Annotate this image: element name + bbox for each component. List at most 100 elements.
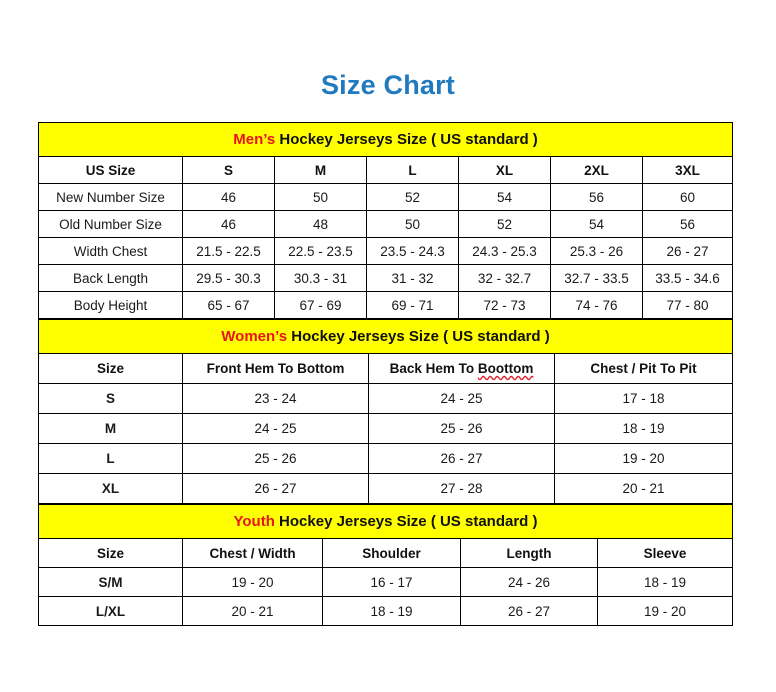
mens-row-label-2: Width Chest: [38, 237, 183, 265]
mens-section-banner: Men’s Hockey Jerseys Size ( US standard …: [37, 122, 734, 157]
table-row: XL 26 - 27 27 - 28 20 - 21: [38, 473, 734, 504]
mens-cell-2-3: 24.3 - 25.3: [458, 237, 551, 265]
mens-cell-4-1: 67 - 69: [274, 291, 367, 319]
womens-cell-2-2: 19 - 20: [553, 443, 734, 474]
mens-cell-4-3: 72 - 73: [458, 291, 551, 319]
mens-column-header-row: US Size S M L XL 2XL 3XL: [38, 156, 734, 184]
table-row: S/M 19 - 20 16 - 17 24 - 26 18 - 19: [38, 567, 734, 597]
womens-cell-3-1: 27 - 28: [368, 473, 555, 504]
mens-cell-4-4: 74 - 76: [550, 291, 643, 319]
youth-banner-accent: Youth: [233, 513, 275, 530]
womens-banner-cell: Women’s Hockey Jerseys Size ( US standar…: [37, 319, 734, 354]
mens-col-header-0: US Size: [38, 156, 183, 184]
womens-cell-1-0: 24 - 25: [182, 413, 369, 444]
womens-col-header-3: Chest / Pit To Pit: [553, 353, 734, 384]
mens-col-header-1: S: [182, 156, 275, 184]
size-chart-container: Men’s Hockey Jerseys Size ( US standard …: [37, 122, 734, 626]
mens-cell-2-4: 25.3 - 26: [550, 237, 643, 265]
table-row: Width Chest 21.5 - 22.5 22.5 - 23.5 23.5…: [38, 237, 734, 265]
womens-row-label-3: XL: [38, 473, 183, 504]
womens-cell-0-2: 17 - 18: [553, 383, 734, 414]
youth-cell-1-2: 26 - 27: [460, 596, 598, 626]
womens-size-table: Women’s Hockey Jerseys Size ( US standar…: [37, 319, 734, 504]
mens-cell-4-5: 77 - 80: [641, 291, 734, 319]
womens-cell-1-1: 25 - 26: [368, 413, 555, 444]
youth-banner-cell: Youth Hockey Jerseys Size ( US standard …: [37, 504, 734, 539]
table-row: Body Height 65 - 67 67 - 69 69 - 71 72 -…: [38, 291, 734, 319]
table-row: L 25 - 26 26 - 27 19 - 20: [38, 443, 734, 474]
youth-cell-0-0: 19 - 20: [182, 567, 323, 597]
mens-col-header-4: XL: [458, 156, 551, 184]
youth-row-label-1: L/XL: [38, 596, 183, 626]
womens-row-label-1: M: [38, 413, 183, 444]
womens-cell-1-2: 18 - 19: [553, 413, 734, 444]
mens-cell-4-2: 69 - 71: [366, 291, 459, 319]
youth-cell-0-1: 16 - 17: [322, 567, 461, 597]
mens-cell-0-3: 54: [458, 183, 551, 211]
page-title: Size Chart: [320, 70, 456, 100]
mens-col-header-2: M: [274, 156, 367, 184]
table-row: New Number Size 46 50 52 54 56 60: [38, 183, 734, 211]
mens-cell-3-5: 33.5 - 34.6: [641, 264, 734, 292]
womens-cell-3-2: 20 - 21: [553, 473, 734, 504]
womens-cell-3-0: 26 - 27: [182, 473, 369, 504]
mens-cell-1-1: 48: [274, 210, 367, 238]
table-row: Back Length 29.5 - 30.3 30.3 - 31 31 - 3…: [38, 264, 734, 292]
youth-col-header-2: Shoulder: [322, 538, 461, 568]
mens-cell-1-3: 52: [458, 210, 551, 238]
youth-cell-0-3: 18 - 19: [596, 567, 734, 597]
youth-col-header-4: Sleeve: [596, 538, 734, 568]
table-row: S 23 - 24 24 - 25 17 - 18: [38, 383, 734, 414]
youth-cell-1-3: 19 - 20: [596, 596, 734, 626]
youth-cell-1-1: 18 - 19: [322, 596, 461, 626]
mens-size-table: Men’s Hockey Jerseys Size ( US standard …: [37, 122, 734, 319]
youth-column-header-row: Size Chest / Width Shoulder Length Sleev…: [38, 538, 734, 568]
youth-col-header-1: Chest / Width: [182, 538, 323, 568]
mens-cell-3-2: 31 - 32: [366, 264, 459, 292]
mens-row-label-3: Back Length: [38, 264, 183, 292]
mens-cell-3-4: 32.7 - 33.5: [550, 264, 643, 292]
womens-cell-0-0: 23 - 24: [182, 383, 369, 414]
womens-section-banner: Women’s Hockey Jerseys Size ( US standar…: [37, 319, 734, 354]
womens-banner-accent: Women’s: [221, 328, 288, 345]
mens-row-label-4: Body Height: [38, 291, 183, 319]
mens-row-label-0: New Number Size: [38, 183, 183, 211]
womens-col-header-2-misspelled: Boottom: [477, 361, 534, 376]
mens-cell-2-2: 23.5 - 24.3: [366, 237, 459, 265]
womens-cell-0-1: 24 - 25: [368, 383, 555, 414]
youth-col-header-0: Size: [38, 538, 183, 568]
mens-cell-1-5: 56: [641, 210, 734, 238]
mens-col-header-5: 2XL: [550, 156, 643, 184]
mens-row-label-1: Old Number Size: [38, 210, 183, 238]
mens-banner-rest: Hockey Jerseys Size ( US standard ): [275, 131, 538, 148]
womens-cell-2-0: 25 - 26: [182, 443, 369, 474]
womens-row-label-2: L: [38, 443, 183, 474]
womens-col-header-2-prefix: Back Hem To: [389, 361, 478, 376]
youth-col-header-3: Length: [460, 538, 598, 568]
mens-banner-cell: Men’s Hockey Jerseys Size ( US standard …: [37, 122, 734, 157]
mens-cell-1-0: 46: [182, 210, 275, 238]
mens-cell-0-0: 46: [182, 183, 275, 211]
womens-cell-2-1: 26 - 27: [368, 443, 555, 474]
table-row: Old Number Size 46 48 50 52 54 56: [38, 210, 734, 238]
mens-cell-3-0: 29.5 - 30.3: [182, 264, 275, 292]
mens-cell-3-1: 30.3 - 31: [274, 264, 367, 292]
mens-cell-0-4: 56: [550, 183, 643, 211]
youth-cell-0-2: 24 - 26: [460, 567, 598, 597]
womens-banner-rest: Hockey Jerseys Size ( US standard ): [287, 328, 550, 345]
table-row: L/XL 20 - 21 18 - 19 26 - 27 19 - 20: [38, 596, 734, 626]
youth-row-label-0: S/M: [38, 567, 183, 597]
womens-col-header-2: Back Hem To Boottom: [368, 353, 555, 384]
mens-cell-0-1: 50: [274, 183, 367, 211]
mens-cell-2-1: 22.5 - 23.5: [274, 237, 367, 265]
mens-cell-0-2: 52: [366, 183, 459, 211]
mens-cell-3-3: 32 - 32.7: [458, 264, 551, 292]
youth-size-table: Youth Hockey Jerseys Size ( US standard …: [37, 504, 734, 626]
mens-cell-4-0: 65 - 67: [182, 291, 275, 319]
mens-cell-1-2: 50: [366, 210, 459, 238]
youth-banner-rest: Hockey Jerseys Size ( US standard ): [274, 513, 538, 530]
womens-row-label-0: S: [38, 383, 183, 414]
table-row: M 24 - 25 25 - 26 18 - 19: [38, 413, 734, 444]
womens-column-header-row: Size Front Hem To Bottom Back Hem To Boo…: [38, 353, 734, 384]
mens-cell-2-0: 21.5 - 22.5: [182, 237, 275, 265]
